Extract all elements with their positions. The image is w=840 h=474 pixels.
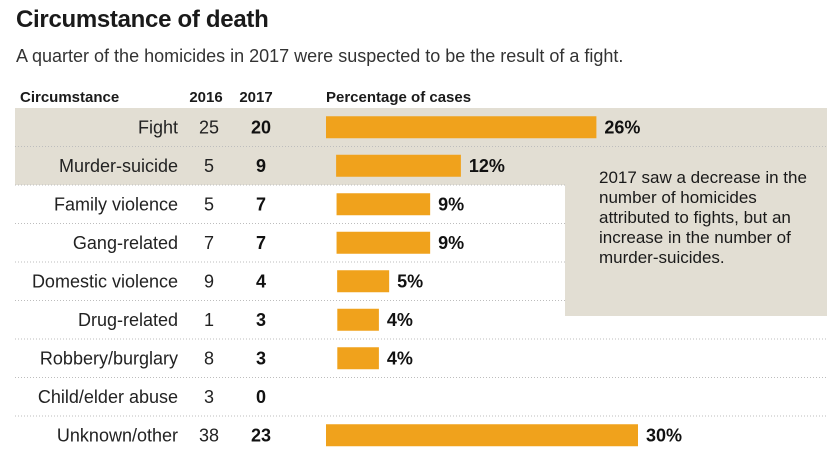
bar xyxy=(337,270,390,293)
bar xyxy=(326,424,638,447)
column-header-percentage: Percentage of cases xyxy=(326,89,472,106)
value-2017: 0 xyxy=(256,387,266,407)
row-label: Drug-related xyxy=(78,310,178,330)
bar xyxy=(326,116,597,139)
bar xyxy=(336,154,461,177)
value-2016: 5 xyxy=(204,194,214,214)
bar xyxy=(337,347,379,370)
value-2016: 8 xyxy=(204,348,214,368)
column-header-2016: 2016 xyxy=(189,89,223,106)
value-2016: 7 xyxy=(204,233,214,253)
bar xyxy=(336,193,431,216)
column-header-2017: 2017 xyxy=(239,89,273,106)
value-2016: 5 xyxy=(204,156,214,176)
row-label: Domestic violence xyxy=(32,271,178,291)
value-2016: 1 xyxy=(204,310,214,330)
percent-label: 12% xyxy=(469,156,505,176)
row-label: Family violence xyxy=(54,194,178,214)
annotation-note: 2017 saw a decrease in the number of hom… xyxy=(565,148,827,316)
value-2017: 3 xyxy=(256,310,266,330)
row-label: Fight xyxy=(138,117,178,137)
chart-subtitle: A quarter of the homicides in 2017 were … xyxy=(16,46,624,66)
bar xyxy=(337,308,379,331)
value-2017: 7 xyxy=(256,233,266,253)
value-2017: 7 xyxy=(256,194,266,214)
value-2017: 20 xyxy=(251,117,271,137)
percent-label: 26% xyxy=(604,117,640,137)
percent-label: 4% xyxy=(387,348,413,368)
row-label: Child/elder abuse xyxy=(38,387,178,407)
value-2016: 38 xyxy=(199,425,219,445)
value-2017: 3 xyxy=(256,348,266,368)
percent-label: 5% xyxy=(397,271,423,291)
row-label: Unknown/other xyxy=(57,425,178,445)
row-label: Gang-related xyxy=(73,233,178,253)
value-2017: 9 xyxy=(256,156,266,176)
chart-title: Circumstance of death xyxy=(16,6,269,33)
value-2017: 23 xyxy=(251,425,271,445)
percent-label: 30% xyxy=(646,425,682,445)
percent-label: 4% xyxy=(387,310,413,330)
value-2016: 3 xyxy=(204,387,214,407)
value-2016: 9 xyxy=(204,271,214,291)
row-label: Murder-suicide xyxy=(59,156,178,176)
percent-label: 9% xyxy=(438,233,464,253)
row-label: Robbery/burglary xyxy=(40,348,178,368)
value-2017: 4 xyxy=(256,271,266,291)
value-2016: 25 xyxy=(199,117,219,137)
bar xyxy=(336,231,431,254)
column-header-circumstance: Circumstance xyxy=(20,89,120,106)
percent-label: 9% xyxy=(438,194,464,214)
